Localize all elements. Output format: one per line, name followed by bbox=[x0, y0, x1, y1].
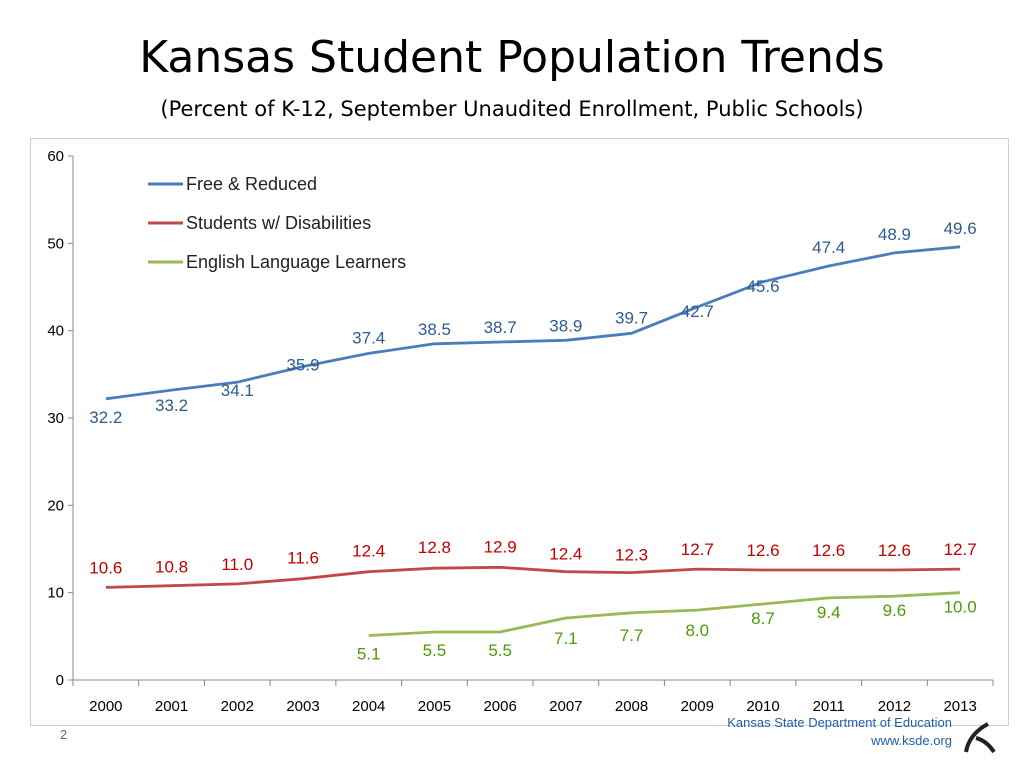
data-label: 8.0 bbox=[685, 621, 709, 640]
data-label: 5.1 bbox=[357, 644, 381, 663]
data-label: 11.6 bbox=[287, 549, 319, 568]
data-label: 38.5 bbox=[418, 320, 451, 339]
slide-subtitle: (Percent of K-12, September Unaudited En… bbox=[160, 97, 864, 121]
data-label: 12.7 bbox=[681, 540, 714, 559]
y-tick-label: 20 bbox=[47, 497, 64, 514]
x-tick-label: 2004 bbox=[352, 698, 385, 715]
data-label: 33.2 bbox=[155, 396, 188, 415]
x-tick-label: 2012 bbox=[878, 698, 911, 715]
data-label: 47.4 bbox=[812, 238, 845, 257]
data-label: 12.6 bbox=[878, 541, 911, 560]
data-label: 7.1 bbox=[554, 629, 578, 648]
x-tick-label: 2003 bbox=[286, 698, 319, 715]
data-label: 11.0 bbox=[221, 555, 253, 574]
x-tick-label: 2010 bbox=[746, 698, 779, 715]
y-tick-label: 30 bbox=[47, 410, 64, 427]
data-label: 10.6 bbox=[89, 558, 122, 577]
legend-label: English Language Learners bbox=[186, 252, 406, 272]
data-label: 37.4 bbox=[352, 328, 385, 347]
y-tick-label: 40 bbox=[47, 323, 64, 340]
data-label: 38.7 bbox=[484, 318, 517, 337]
data-label: 38.9 bbox=[549, 316, 582, 335]
data-label: 35.9 bbox=[286, 355, 319, 374]
data-label: 9.6 bbox=[883, 601, 907, 620]
data-label: 10.8 bbox=[155, 558, 188, 577]
legend-label: Free & Reduced bbox=[186, 174, 317, 194]
data-label: 7.7 bbox=[620, 626, 644, 645]
data-label: 10.0 bbox=[944, 598, 977, 617]
legend-label: Students w/ Disabilities bbox=[186, 213, 371, 233]
data-label: 5.5 bbox=[488, 641, 512, 660]
data-label: 32.2 bbox=[89, 408, 122, 427]
data-label: 9.4 bbox=[817, 603, 841, 622]
y-tick-label: 0 bbox=[56, 672, 64, 689]
x-tick-label: 2001 bbox=[155, 698, 188, 715]
data-label: 12.6 bbox=[746, 541, 779, 560]
data-label: 45.6 bbox=[746, 277, 779, 296]
data-label: 5.5 bbox=[423, 641, 447, 660]
data-label: 12.9 bbox=[484, 537, 517, 556]
data-label: 12.4 bbox=[352, 542, 385, 561]
data-label: 39.7 bbox=[615, 308, 648, 327]
series-line-0 bbox=[105, 245, 961, 401]
y-tick-label: 10 bbox=[47, 585, 64, 602]
x-tick-label: 2013 bbox=[943, 698, 976, 715]
x-tick-label: 2009 bbox=[681, 698, 714, 715]
data-label: 49.6 bbox=[944, 219, 977, 238]
data-label: 12.6 bbox=[812, 541, 845, 560]
slide-title: Kansas Student Population Trends bbox=[139, 32, 885, 83]
data-label: 42.7 bbox=[681, 302, 714, 321]
data-label: 8.7 bbox=[751, 609, 775, 628]
data-label: 12.4 bbox=[549, 545, 582, 564]
x-tick-label: 2006 bbox=[483, 698, 516, 715]
data-label: 48.9 bbox=[878, 225, 911, 244]
x-tick-label: 2011 bbox=[813, 698, 845, 715]
line-chart: 0 10 20 30 40 50 60 2000 2001 2002 2003 2004 2005 200… bbox=[47, 148, 994, 715]
footer-url-link[interactable]: www.ksde.org bbox=[871, 733, 952, 748]
data-label: 12.7 bbox=[944, 540, 977, 559]
data-label: 34.1 bbox=[221, 381, 254, 400]
slide-number: 2 bbox=[60, 727, 68, 742]
x-tick-label: 2007 bbox=[549, 698, 582, 715]
x-tick-label: 2005 bbox=[418, 698, 451, 715]
ksde-logo-icon bbox=[964, 722, 996, 754]
x-tick-label: 2000 bbox=[89, 698, 122, 715]
chart-frame: 0 10 20 30 40 50 60 2000 2001 2002 2003 2004 2005 200… bbox=[30, 138, 1009, 726]
x-tick-label: 2008 bbox=[615, 698, 648, 715]
x-tick-label: 2002 bbox=[221, 698, 254, 715]
data-label: 12.8 bbox=[418, 538, 451, 557]
series-line-2 bbox=[368, 591, 961, 637]
series-line-1 bbox=[105, 565, 961, 589]
data-label: 12.3 bbox=[615, 546, 648, 565]
y-tick-label: 60 bbox=[47, 148, 64, 165]
y-tick-label: 50 bbox=[47, 235, 64, 252]
footer-organization: Kansas State Department of Education bbox=[727, 715, 952, 730]
